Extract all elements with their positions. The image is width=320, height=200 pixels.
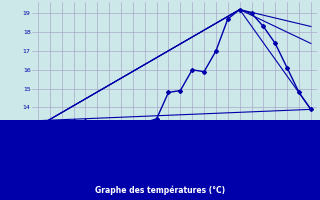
X-axis label: Graphe des températures (°C): Graphe des températures (°C)	[0, 199, 1, 200]
Text: Graphe des températures (°C): Graphe des températures (°C)	[95, 185, 225, 195]
